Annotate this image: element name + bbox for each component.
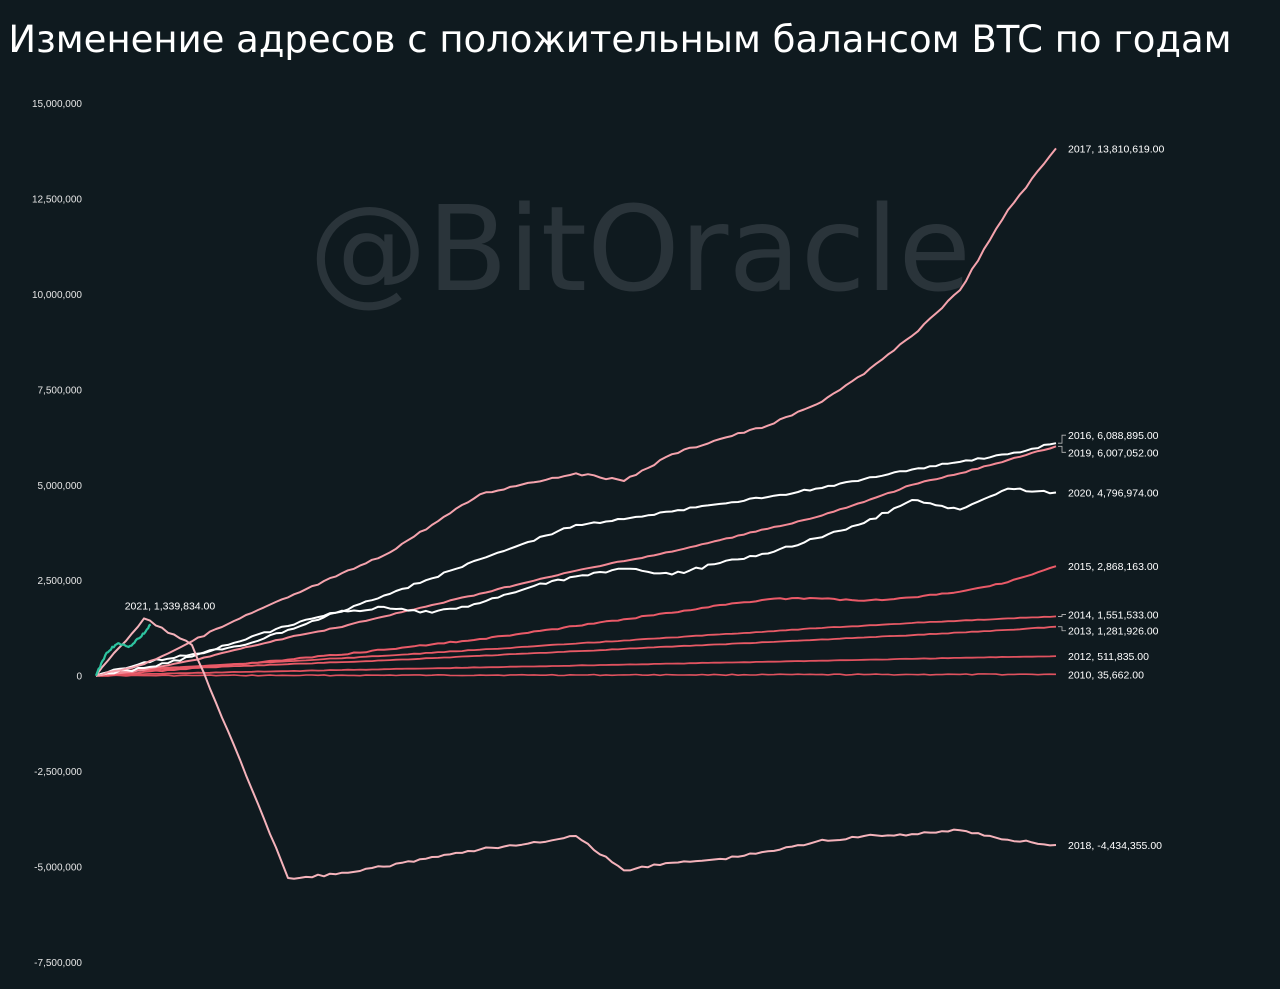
series-lines [94, 147, 1057, 880]
series-line-2018 [95, 617, 1057, 880]
y-tick-label: -2,500,000 [34, 767, 82, 778]
label-leader-2016 [1058, 434, 1066, 444]
series-line-2016 [95, 442, 1057, 677]
series-end-label-2014: 2014, 1,551,533.00 [1068, 609, 1159, 621]
series-line-2015 [96, 565, 1057, 677]
y-tick-label: 15,000,000 [32, 99, 82, 110]
chart-title: Изменение адресов с положительным баланс… [8, 18, 1232, 61]
series-line-2013 [95, 625, 1057, 677]
y-tick-label: 5,000,000 [38, 481, 83, 492]
y-tick-label: 10,000,000 [32, 290, 82, 301]
series-end-label-2018: 2018, -4,434,355.00 [1068, 840, 1162, 852]
y-tick-label: 12,500,000 [32, 194, 82, 205]
series-end-label-2013: 2013, 1,281,926.00 [1068, 626, 1159, 638]
series-end-label-2019: 2019, 6,007,052.00 [1068, 447, 1159, 459]
label-leader-2014 [1058, 614, 1066, 617]
series-line-2017 [95, 147, 1057, 677]
y-tick-label: 0 [76, 672, 82, 683]
label-leader-2019 [1058, 445, 1066, 453]
y-tick-label: -7,500,000 [34, 958, 82, 969]
y-tick-label: 7,500,000 [38, 385, 83, 396]
series-end-label-2020: 2020, 4,796,974.00 [1068, 488, 1159, 500]
series-end-label-2015: 2015, 2,868,163.00 [1068, 561, 1159, 573]
label-leader-2013 [1058, 626, 1066, 632]
series-end-label-2017: 2017, 13,810,619.00 [1068, 143, 1165, 155]
series-end-label-2016: 2016, 6,088,895.00 [1068, 430, 1159, 442]
series-line-2019 [95, 445, 1057, 677]
y-axis: 15,000,000 12,500,000 10,000,000 7,500,000 5… [32, 99, 83, 969]
series-line-2012 [95, 655, 1057, 677]
series-labels: 2010, 35,662.00 2012, 511,835.00 2013, 1,2… [125, 143, 1165, 852]
series-end-label-2012: 2012, 511,835.00 [1068, 651, 1149, 663]
series-end-label-2021: 2021, 1,339,834.00 [125, 601, 216, 613]
series-line-2010 [95, 673, 1057, 677]
series-line-2020 [95, 487, 1057, 677]
y-tick-label: 2,500,000 [38, 576, 83, 587]
series-line-2021 [94, 623, 152, 677]
y-tick-label: -5,000,000 [34, 863, 82, 874]
series-end-label-2010: 2010, 35,662.00 [1068, 669, 1144, 681]
watermark-text: @BitOracle [309, 180, 971, 318]
